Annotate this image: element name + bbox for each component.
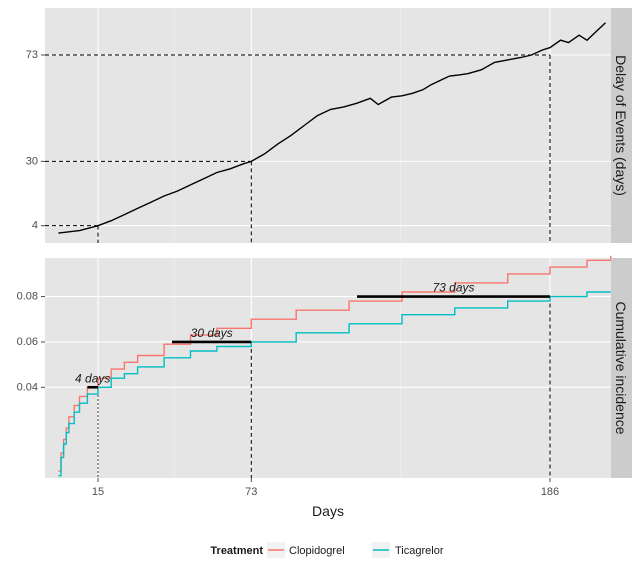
legend-title: Treatment [210, 545, 263, 557]
bottom-panel-strip-label: Cumulative incidence [613, 301, 629, 434]
y-tick-label: 4 [32, 220, 38, 232]
top-panel-background [45, 8, 611, 243]
annotation-label: 73 days [433, 281, 475, 295]
legend: Treatment Clopidogrel Ticagrelor [210, 542, 444, 558]
bottom-panel-background [45, 258, 611, 478]
top-panel-reference-lines [45, 54, 551, 243]
x-tick-label: 15 [92, 486, 104, 498]
legend-label-clopidogrel: Clopidogrel [289, 545, 345, 557]
x-axis: 15 73 186 [92, 478, 559, 498]
x-axis-title: Days [312, 503, 344, 519]
y-tick-label: 30 [26, 155, 38, 167]
x-tick-label: 186 [541, 486, 559, 498]
series-line-delay-of-events [58, 22, 606, 234]
y-tick-label: 0.08 [17, 291, 38, 303]
bottom-panel-grid [45, 258, 611, 478]
bottom-panel-series [58, 255, 612, 477]
legend-label-ticagrelor: Ticagrelor [395, 545, 444, 557]
annotation-label: 4 days [75, 371, 110, 385]
x-tick-label: 73 [245, 486, 257, 498]
y-tick-label: 73 [26, 49, 38, 61]
top-panel-strip [611, 8, 632, 243]
series-line-ticagrelor [58, 291, 611, 477]
bottom-panel-strip [611, 258, 632, 478]
annotation-label: 30 days [191, 326, 233, 340]
bottom-panel-reference-lines [97, 296, 551, 478]
y-tick-label: 0.04 [17, 381, 38, 393]
top-panel-series [58, 22, 606, 234]
y-tick-label: 0.06 [17, 336, 38, 348]
bottom-panel-y-axis: 0.04 0.06 0.08 [17, 291, 45, 393]
top-panel-y-axis: 4 30 73 [26, 49, 45, 232]
top-panel-strip-label: Delay of Events (days) [613, 55, 629, 196]
series-line-clopidogrel [58, 255, 612, 472]
bottom-panel-annotations: 4 days 30 days 73 days [75, 281, 550, 389]
